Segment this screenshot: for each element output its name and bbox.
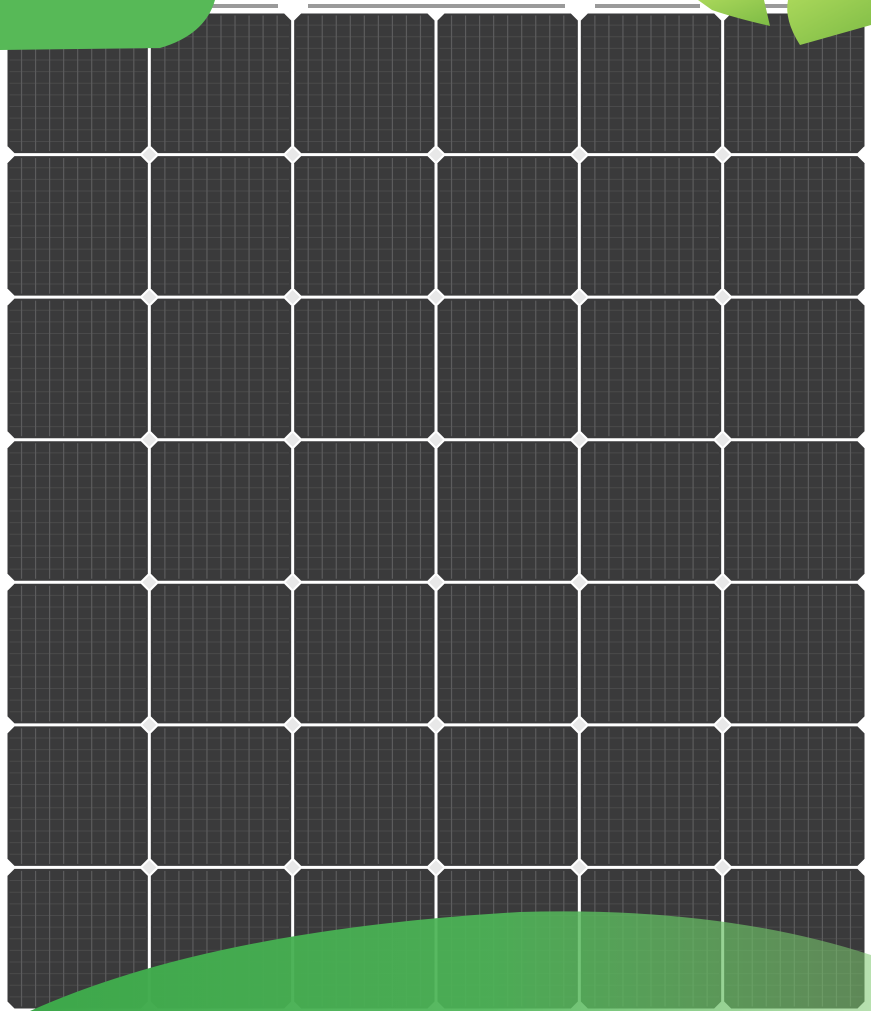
solar-cell — [724, 441, 865, 581]
solar-cell — [437, 156, 578, 296]
solar-cell — [294, 156, 435, 296]
solar-cell — [150, 13, 292, 154]
solar-cell — [7, 156, 148, 296]
top-right-leaf-right — [787, 0, 871, 45]
cell-joint — [572, 290, 587, 305]
cell-joint — [429, 147, 443, 162]
top-ribbon — [308, 4, 565, 8]
cell-joint — [572, 432, 587, 447]
cell-joint — [285, 432, 300, 447]
solar-cell — [580, 441, 722, 581]
solar-cell — [580, 298, 722, 439]
cell-joint — [715, 860, 730, 875]
solar-cell — [150, 583, 292, 724]
cell-joint — [715, 575, 730, 590]
solar-cell — [724, 156, 865, 296]
solar-cell — [724, 583, 865, 724]
top-left-green-banner — [0, 0, 215, 50]
cell-joint — [142, 575, 157, 590]
cell-joint — [429, 432, 443, 447]
solar-cell — [150, 298, 292, 439]
bottom-green-wave — [30, 911, 871, 1011]
cell-joint — [142, 290, 157, 305]
solar-cell — [580, 583, 722, 724]
cell-joint — [572, 575, 587, 590]
cell-joint — [572, 147, 587, 162]
top-right-leaf-left — [698, 0, 770, 26]
cell-joint — [429, 717, 443, 732]
solar-cell — [580, 726, 722, 866]
cell-joint — [285, 717, 300, 732]
solar-cell — [7, 726, 148, 866]
top-ribbon — [178, 4, 278, 8]
cell-joint — [429, 575, 443, 590]
cell-joint — [285, 290, 300, 305]
cell-joint — [142, 147, 157, 162]
cell-joint — [715, 717, 730, 732]
solar-cell — [294, 726, 435, 866]
solar-cell — [294, 13, 435, 154]
solar-cell — [580, 156, 722, 296]
solar-cell — [437, 13, 578, 154]
solar-cell — [150, 726, 292, 866]
solar-cell — [724, 298, 865, 439]
solar-cell — [7, 298, 148, 439]
cell-joints — [142, 147, 730, 875]
top-ribbons — [178, 4, 790, 8]
solar-cell — [294, 298, 435, 439]
cell-joint — [285, 147, 300, 162]
solar-cell — [580, 13, 722, 154]
cell-joint — [142, 717, 157, 732]
cell-joint — [572, 860, 587, 875]
solar-cell — [150, 156, 292, 296]
cell-joint — [285, 575, 300, 590]
solar-cell — [7, 441, 148, 581]
cell-joint — [142, 432, 157, 447]
solar-cell — [437, 726, 578, 866]
cell-grid — [7, 13, 865, 1009]
solar-cell — [724, 726, 865, 866]
solar-cell — [294, 441, 435, 581]
cell-joint — [429, 860, 443, 875]
solar-cell — [7, 583, 148, 724]
cell-joint — [715, 432, 730, 447]
solar-cell — [294, 583, 435, 724]
cell-joint — [572, 717, 587, 732]
cell-joint — [429, 290, 443, 305]
solar-cell — [437, 441, 578, 581]
solar-cell — [437, 583, 578, 724]
top-ribbon — [595, 4, 700, 8]
solar-cell — [150, 441, 292, 581]
cell-joint — [715, 147, 730, 162]
cell-joint — [142, 860, 157, 875]
top-ribbon — [760, 4, 790, 8]
cell-joint — [285, 860, 300, 875]
solar-cell — [724, 13, 865, 154]
solar-cell — [437, 298, 578, 439]
cell-joint — [715, 290, 730, 305]
